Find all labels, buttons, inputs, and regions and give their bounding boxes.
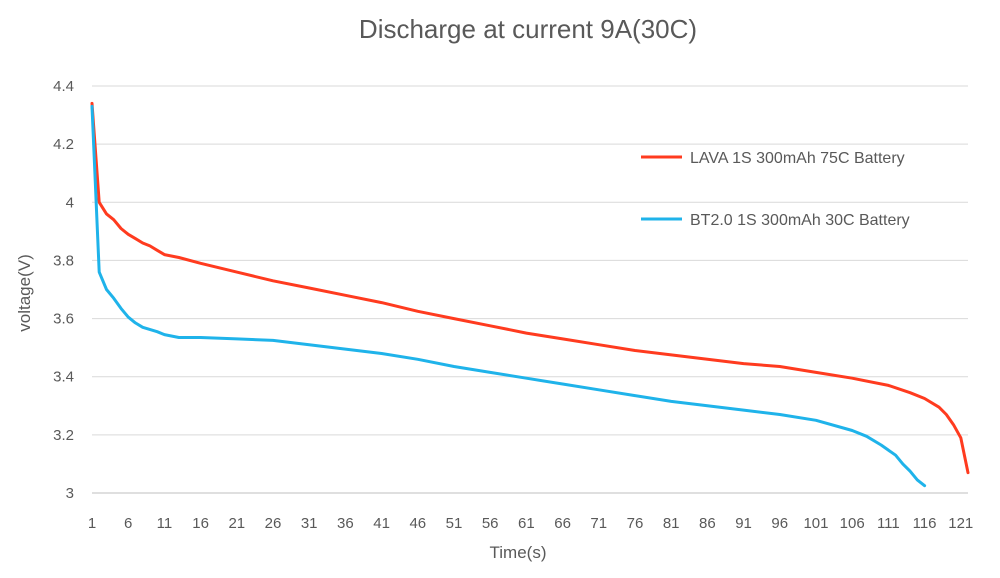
x-tick-label: 121 (948, 515, 973, 532)
x-tick-label: 46 (409, 515, 426, 532)
x-tick-label: 91 (735, 515, 752, 532)
y-axis-label: voltage(V) (15, 254, 34, 331)
x-tick-label: 71 (590, 515, 607, 532)
x-tick-label: 31 (301, 515, 318, 532)
y-tick-label: 3.6 (53, 311, 74, 328)
x-tick-label: 36 (337, 515, 354, 532)
x-tick-label: 6 (124, 515, 132, 532)
y-tick-label: 3.4 (53, 369, 74, 386)
y-tick-label: 4 (66, 194, 74, 211)
legend-label: BT2.0 1S 300mAh 30C Battery (690, 212, 910, 229)
y-tick-label: 4.2 (53, 136, 74, 153)
legend: LAVA 1S 300mAh 75C Battery BT2.0 1S 300mA… (641, 150, 910, 229)
y-tick-label: 3.8 (53, 252, 74, 269)
series-line-1 (90, 101, 970, 475)
x-tick-label: 11 (157, 515, 173, 532)
x-tick-label: 76 (627, 515, 644, 532)
x-tick-label: 61 (518, 515, 535, 532)
x-tick-label: 51 (446, 515, 463, 532)
x-tick-label: 111 (877, 515, 900, 532)
chart-title: Discharge at current 9A(30C) (359, 14, 697, 44)
legend-label: LAVA 1S 300mAh 75C Battery (690, 150, 905, 167)
x-axis-label: Time(s) (490, 543, 547, 562)
x-tick-label: 101 (803, 515, 828, 532)
y-tick-label: 3 (66, 485, 74, 502)
x-tick-label: 106 (840, 515, 865, 532)
x-tick-label: 81 (663, 515, 680, 532)
x-tick-label: 96 (771, 515, 788, 532)
y-axis-ticks: 3 3.2 3.4 3.6 3.8 4 4.2 4.4 (53, 78, 74, 502)
x-tick-label: 21 (228, 515, 245, 532)
y-tick-label: 4.4 (53, 78, 74, 95)
series-line-2 (90, 104, 927, 488)
series-lines (90, 101, 970, 488)
x-tick-label: 1 (88, 515, 96, 532)
gridlines (92, 85, 968, 494)
x-tick-label: 56 (482, 515, 499, 532)
y-tick-label: 3.2 (53, 427, 74, 444)
x-tick-label: 66 (554, 515, 571, 532)
x-tick-label: 16 (192, 515, 209, 532)
x-axis-ticks: 1 6 11 16 21 26 31 36 41 46 51 56 61 66 71 76 81 86 91 96 10… (88, 515, 973, 532)
x-tick-label: 116 (913, 515, 937, 532)
x-tick-label: 41 (373, 515, 390, 532)
x-tick-label: 86 (699, 515, 716, 532)
x-tick-label: 26 (265, 515, 282, 532)
